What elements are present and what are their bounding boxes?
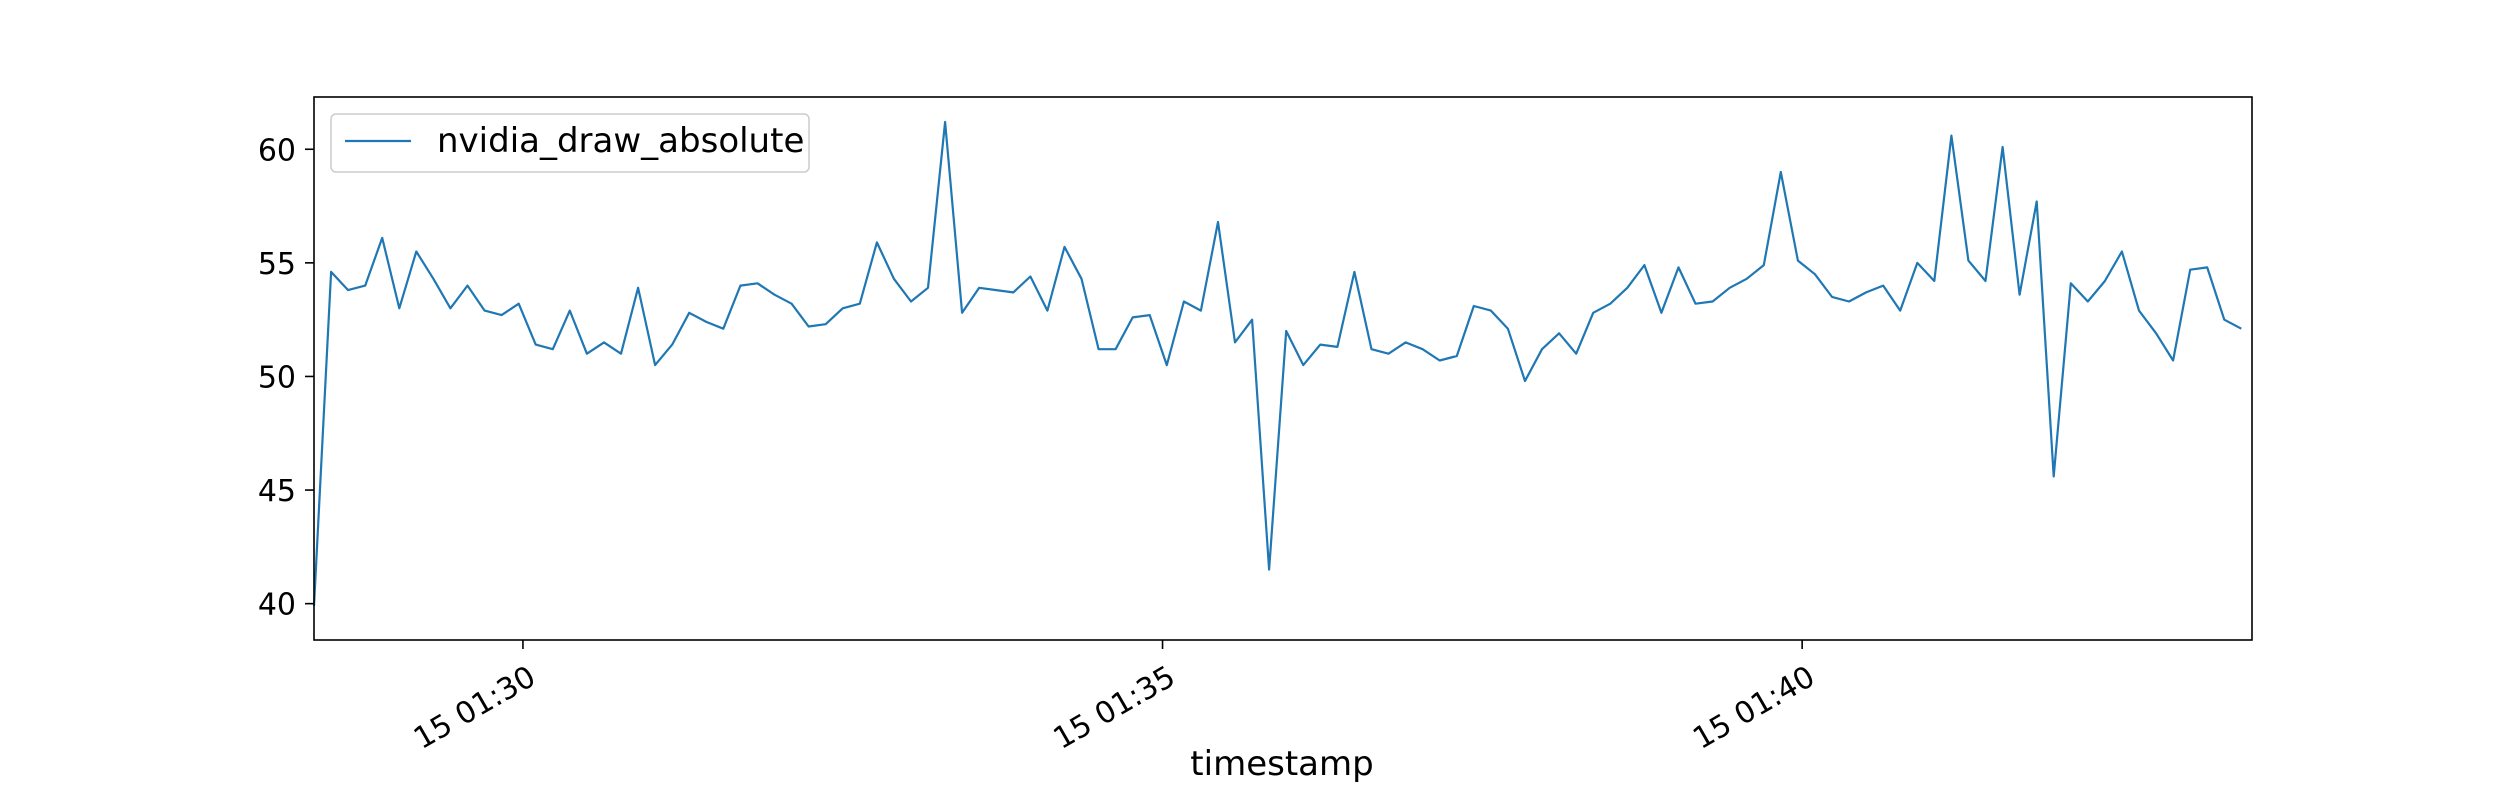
y-axis: 40 45 50 55 60 xyxy=(258,133,314,623)
y-tick-label: 45 xyxy=(258,474,296,509)
x-axis-title: timestamp xyxy=(1190,744,1373,784)
legend: nvidia_draw_absolute xyxy=(330,113,810,173)
y-tick-label: 50 xyxy=(258,360,296,395)
y-tick-label: 40 xyxy=(258,588,296,623)
y-tick-label: 55 xyxy=(258,247,296,282)
legend-box xyxy=(330,113,810,173)
series-line-nvidia_draw_absolute xyxy=(312,120,2242,606)
legend-label: nvidia_draw_absolute xyxy=(437,121,804,161)
plot-frame xyxy=(313,96,2253,641)
y-tick-label: 60 xyxy=(258,133,296,168)
plot-area xyxy=(312,96,2253,641)
